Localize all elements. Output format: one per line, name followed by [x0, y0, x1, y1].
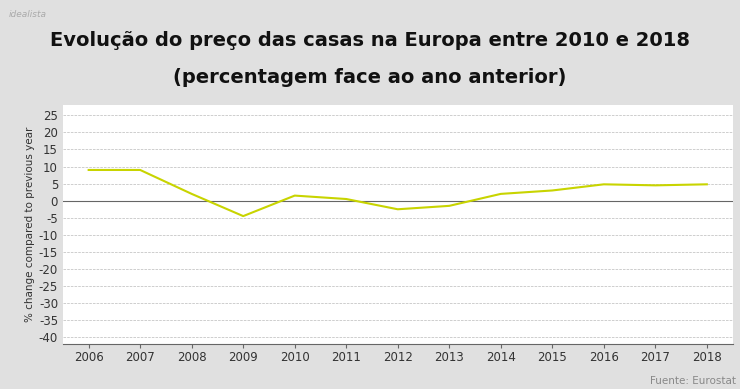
- Y-axis label: % change compared to previous year: % change compared to previous year: [24, 127, 35, 322]
- Text: Evolução do preço das casas na Europa entre 2010 e 2018: Evolução do preço das casas na Europa en…: [50, 32, 690, 50]
- Text: idealista: idealista: [9, 10, 47, 19]
- Text: Fuente: Eurostat: Fuente: Eurostat: [650, 376, 736, 386]
- Text: (percentagem face ao ano anterior): (percentagem face ao ano anterior): [173, 68, 567, 87]
